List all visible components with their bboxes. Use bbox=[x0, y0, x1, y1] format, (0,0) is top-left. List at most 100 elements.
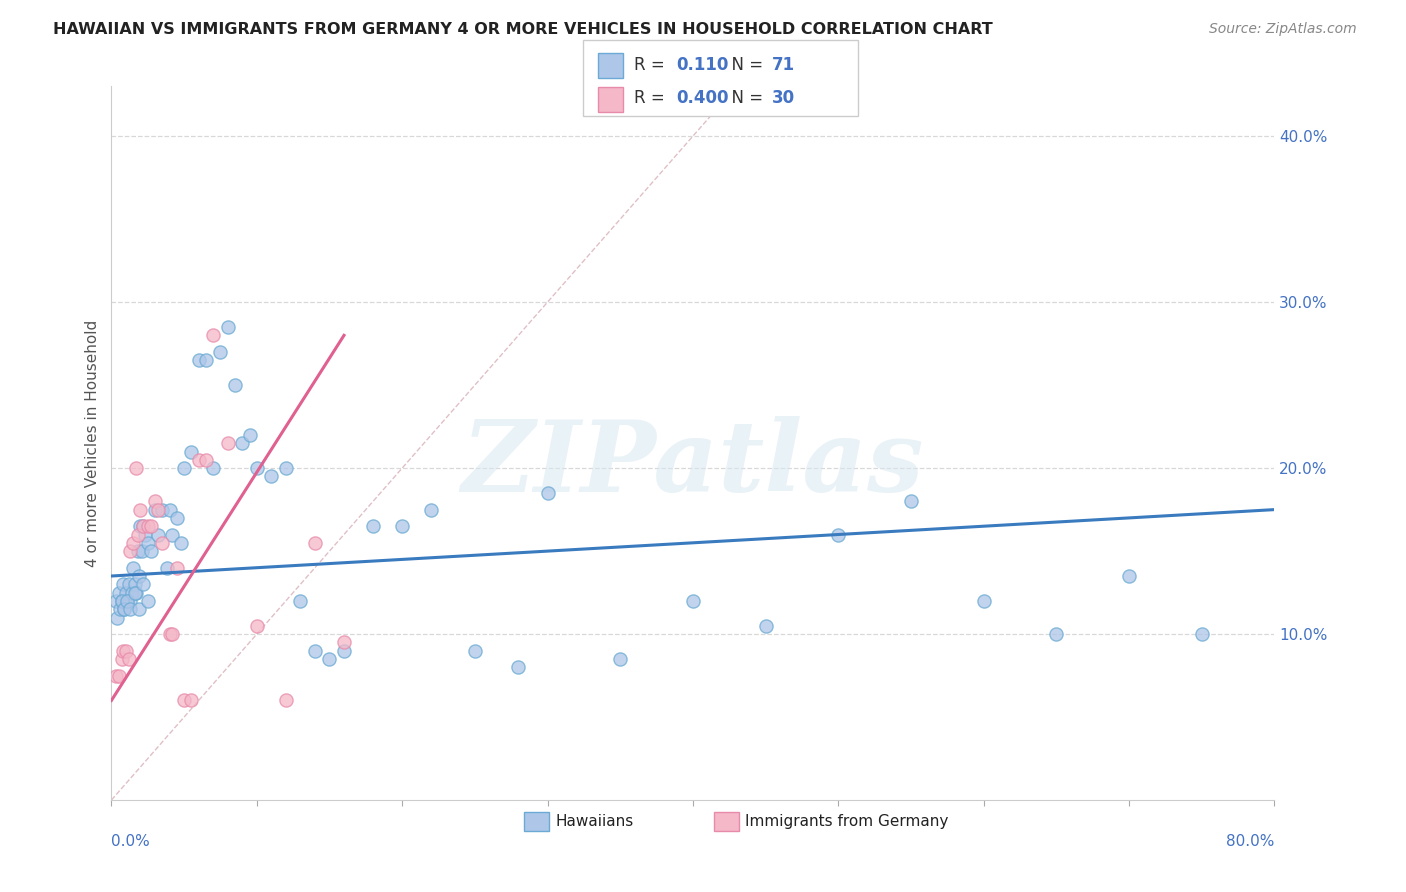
Point bbox=[120, 602, 142, 616]
Point bbox=[110, 594, 132, 608]
Point bbox=[132, 519, 155, 533]
Text: 0.110: 0.110 bbox=[676, 56, 728, 74]
Point bbox=[508, 660, 530, 674]
Point bbox=[150, 536, 173, 550]
Point bbox=[136, 594, 159, 608]
Point bbox=[114, 602, 136, 616]
Point bbox=[121, 585, 143, 599]
Point bbox=[217, 436, 239, 450]
Point bbox=[290, 594, 312, 608]
Point bbox=[131, 544, 153, 558]
Point bbox=[333, 643, 356, 657]
Point bbox=[420, 502, 443, 516]
Text: HAWAIIAN VS IMMIGRANTS FROM GERMANY 4 OR MORE VEHICLES IN HOUSEHOLD CORRELATION : HAWAIIAN VS IMMIGRANTS FROM GERMANY 4 OR… bbox=[53, 22, 993, 37]
Point bbox=[122, 536, 145, 550]
Point bbox=[104, 668, 127, 682]
Point bbox=[146, 527, 169, 541]
Point bbox=[107, 668, 129, 682]
Point bbox=[112, 643, 135, 657]
Point bbox=[156, 560, 179, 574]
Text: 71: 71 bbox=[772, 56, 794, 74]
Point bbox=[117, 594, 139, 608]
Point bbox=[166, 560, 188, 574]
Point bbox=[682, 594, 704, 608]
Point bbox=[127, 527, 149, 541]
Point bbox=[180, 444, 202, 458]
Y-axis label: 4 or more Vehicles in Household: 4 or more Vehicles in Household bbox=[86, 319, 100, 566]
Point bbox=[132, 577, 155, 591]
Point bbox=[134, 527, 156, 541]
Point bbox=[136, 536, 159, 550]
Point bbox=[173, 461, 195, 475]
Point bbox=[104, 594, 127, 608]
Point bbox=[246, 619, 269, 633]
Point bbox=[173, 693, 195, 707]
Point bbox=[202, 461, 225, 475]
Text: ZIPatlas: ZIPatlas bbox=[461, 417, 924, 513]
Point bbox=[117, 594, 139, 608]
Point bbox=[180, 693, 202, 707]
Point bbox=[105, 610, 128, 624]
Point bbox=[150, 502, 173, 516]
Point bbox=[120, 594, 142, 608]
Point bbox=[246, 461, 269, 475]
Point bbox=[129, 502, 152, 516]
Point bbox=[274, 461, 297, 475]
Point bbox=[139, 544, 162, 558]
Text: N =: N = bbox=[721, 56, 769, 74]
Point bbox=[132, 519, 155, 533]
Point bbox=[108, 602, 131, 616]
Point bbox=[304, 536, 326, 550]
Point bbox=[120, 544, 142, 558]
Point bbox=[827, 527, 849, 541]
Point bbox=[139, 519, 162, 533]
Text: Immigrants from Germany: Immigrants from Germany bbox=[745, 814, 948, 829]
Point bbox=[536, 486, 558, 500]
Point bbox=[194, 353, 217, 368]
Point bbox=[143, 502, 166, 516]
Point bbox=[224, 378, 246, 392]
Point bbox=[274, 693, 297, 707]
Point bbox=[162, 627, 184, 641]
Point bbox=[128, 569, 150, 583]
Point bbox=[464, 643, 486, 657]
Point bbox=[162, 527, 184, 541]
Point bbox=[115, 585, 138, 599]
Point bbox=[260, 469, 283, 483]
Point bbox=[361, 519, 384, 533]
Point bbox=[112, 577, 135, 591]
Point bbox=[391, 519, 413, 533]
Point bbox=[159, 627, 181, 641]
Point bbox=[231, 436, 253, 450]
Point bbox=[124, 585, 146, 599]
Point bbox=[170, 536, 193, 550]
Point bbox=[110, 594, 132, 608]
Point bbox=[146, 502, 169, 516]
Text: 30: 30 bbox=[772, 89, 794, 107]
Point bbox=[217, 320, 239, 334]
Point bbox=[136, 519, 159, 533]
Text: N =: N = bbox=[721, 89, 769, 107]
Text: 80.0%: 80.0% bbox=[1226, 834, 1274, 849]
Point bbox=[333, 635, 356, 649]
Point bbox=[187, 353, 209, 368]
Point bbox=[1045, 627, 1067, 641]
Text: Hawaiians: Hawaiians bbox=[555, 814, 633, 829]
Point bbox=[609, 652, 631, 666]
Text: Source: ZipAtlas.com: Source: ZipAtlas.com bbox=[1209, 22, 1357, 37]
Point bbox=[755, 619, 778, 633]
Point bbox=[115, 643, 138, 657]
Point bbox=[110, 652, 132, 666]
Point bbox=[129, 519, 152, 533]
Point bbox=[318, 652, 340, 666]
Point bbox=[900, 494, 922, 508]
Text: 0.0%: 0.0% bbox=[111, 834, 150, 849]
Point bbox=[209, 345, 232, 359]
Point bbox=[107, 585, 129, 599]
Point bbox=[187, 452, 209, 467]
Point bbox=[124, 577, 146, 591]
Point bbox=[1118, 569, 1140, 583]
Text: R =: R = bbox=[634, 89, 671, 107]
Point bbox=[143, 494, 166, 508]
Point bbox=[128, 602, 150, 616]
